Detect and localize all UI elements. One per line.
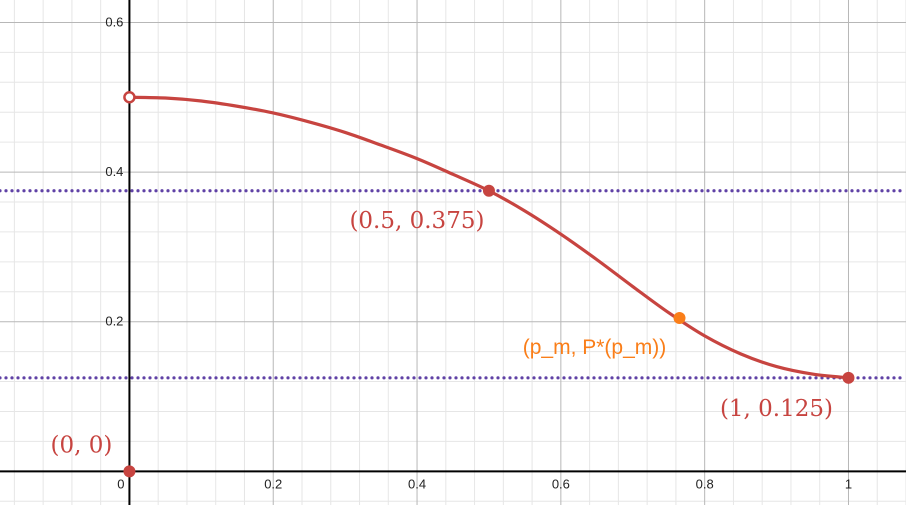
y-tick-label: 0.6 bbox=[105, 14, 123, 29]
tick-labels: 0 0.2 0.4 0.6 0.8 1 0.2 0.4 0.6 bbox=[105, 14, 852, 491]
point-marker[interactable] bbox=[673, 311, 686, 324]
point-label: (p_m, P*(p_m)) bbox=[523, 336, 667, 359]
point-marker[interactable] bbox=[482, 184, 495, 197]
x-tick-label: 1 bbox=[845, 476, 852, 491]
point-labels: (0.5, 0.375) (p_m, P*(p_m)) (1, 0.125) (0, … bbox=[51, 208, 833, 459]
reference-lines bbox=[0, 189, 906, 380]
x-tick-label: 0.6 bbox=[552, 476, 570, 491]
x-tick-label: 0 bbox=[117, 476, 124, 491]
points-layer bbox=[123, 91, 855, 478]
x-tick-label: 0.4 bbox=[408, 476, 426, 491]
point-label: (1, 0.125) bbox=[720, 396, 833, 422]
point-label: (0.5, 0.375) bbox=[349, 208, 484, 234]
y-tick-label: 0.4 bbox=[105, 164, 123, 179]
open-point[interactable] bbox=[123, 91, 136, 104]
point-marker[interactable] bbox=[123, 465, 136, 478]
y-tick-label: 0.2 bbox=[105, 314, 123, 329]
curve-layer bbox=[127, 95, 851, 380]
x-tick-label: 0.2 bbox=[264, 476, 282, 491]
point-marker[interactable] bbox=[842, 371, 855, 384]
x-tick-label: 0.8 bbox=[696, 476, 714, 491]
function-curve bbox=[127, 95, 851, 380]
point-label: (0, 0) bbox=[51, 432, 113, 458]
